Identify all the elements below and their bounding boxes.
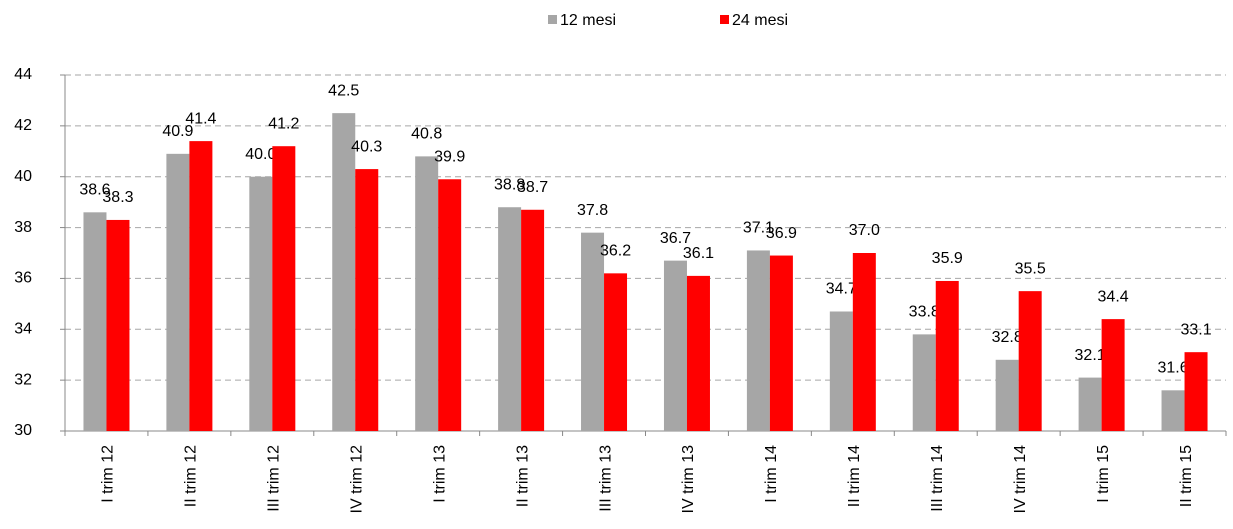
bar bbox=[189, 141, 213, 431]
bar bbox=[438, 179, 462, 431]
y-tick-label: 44 bbox=[14, 66, 32, 83]
bar bbox=[83, 212, 107, 431]
legend-label: 24 mesi bbox=[732, 12, 788, 29]
value-label: 34.7 bbox=[826, 281, 857, 298]
bar bbox=[912, 334, 936, 431]
bar bbox=[604, 273, 628, 431]
value-label: 38.7 bbox=[517, 179, 548, 196]
x-tick-label: I trim 13 bbox=[431, 445, 448, 503]
y-tick-label: 38 bbox=[14, 219, 32, 236]
value-label: 34.4 bbox=[1098, 288, 1129, 305]
bar bbox=[935, 280, 959, 431]
bar bbox=[1101, 319, 1125, 431]
bar bbox=[1184, 352, 1208, 431]
value-label: 33.8 bbox=[909, 304, 940, 321]
bar bbox=[106, 219, 130, 431]
bar bbox=[355, 169, 379, 432]
value-label: 38.6 bbox=[79, 182, 110, 199]
value-label: 36.2 bbox=[600, 243, 631, 260]
bar bbox=[663, 260, 687, 431]
value-label: 40.8 bbox=[411, 126, 442, 143]
x-tick-label: III trim 12 bbox=[266, 445, 283, 512]
x-tick-label: II trim 15 bbox=[1178, 445, 1195, 507]
x-tick-label: III trim 14 bbox=[929, 445, 946, 512]
x-tick-label: I trim 14 bbox=[763, 445, 780, 503]
value-label: 37.1 bbox=[743, 220, 774, 237]
value-label: 35.9 bbox=[932, 250, 963, 267]
value-label: 42.5 bbox=[328, 82, 359, 99]
x-tick-label: II trim 12 bbox=[183, 445, 200, 507]
y-tick-label: 34 bbox=[14, 321, 32, 338]
bar bbox=[415, 156, 439, 431]
bar bbox=[581, 232, 605, 431]
bar bbox=[829, 311, 853, 431]
value-label: 32.8 bbox=[992, 329, 1023, 346]
value-label: 37.8 bbox=[577, 202, 608, 219]
value-label: 35.5 bbox=[1015, 260, 1046, 277]
bar bbox=[1018, 291, 1042, 431]
x-tick-label: II trim 13 bbox=[514, 445, 531, 507]
y-tick-label: 30 bbox=[14, 422, 32, 439]
x-tick-label: II trim 14 bbox=[846, 445, 863, 507]
bar bbox=[746, 250, 770, 431]
value-label: 40.9 bbox=[162, 123, 193, 140]
value-label: 37.0 bbox=[849, 222, 880, 239]
value-label: 36.1 bbox=[683, 245, 714, 262]
y-tick-label: 42 bbox=[14, 117, 32, 134]
bar bbox=[521, 209, 545, 431]
value-label: 38.8 bbox=[494, 176, 525, 193]
value-label: 41.2 bbox=[268, 115, 299, 132]
value-label: 36.9 bbox=[766, 225, 797, 242]
x-tick-label: III trim 13 bbox=[597, 445, 614, 512]
bar bbox=[852, 253, 876, 431]
value-label: 38.3 bbox=[102, 189, 133, 206]
x-tick-label: IV trim 13 bbox=[680, 445, 697, 514]
bar bbox=[995, 359, 1019, 431]
bar bbox=[332, 113, 356, 432]
bar bbox=[769, 255, 793, 431]
x-tick-label: IV trim 12 bbox=[348, 445, 365, 514]
value-label: 31.6 bbox=[1157, 360, 1188, 377]
bar bbox=[166, 153, 190, 432]
y-tick-label: 36 bbox=[14, 270, 32, 287]
value-label: 40.3 bbox=[351, 138, 382, 155]
value-label: 40.0 bbox=[245, 146, 276, 163]
value-label: 36.7 bbox=[660, 230, 691, 247]
y-tick-label: 32 bbox=[14, 371, 32, 388]
value-label: 39.9 bbox=[434, 148, 465, 165]
bar bbox=[498, 207, 522, 431]
bar bbox=[1078, 377, 1102, 431]
x-tick-label: I trim 15 bbox=[1095, 445, 1112, 503]
legend-label: 12 mesi bbox=[560, 12, 616, 29]
value-label: 33.1 bbox=[1180, 321, 1211, 338]
value-label: 41.4 bbox=[185, 110, 216, 127]
legend-swatch bbox=[548, 15, 557, 24]
bar bbox=[249, 176, 273, 431]
bar bbox=[1161, 390, 1185, 431]
value-label: 32.1 bbox=[1075, 347, 1106, 364]
y-tick-label: 40 bbox=[14, 168, 32, 185]
bar bbox=[272, 146, 296, 431]
legend-swatch bbox=[720, 15, 729, 24]
x-tick-label: IV trim 14 bbox=[1012, 445, 1029, 514]
x-tick-label: I trim 12 bbox=[100, 445, 117, 503]
bar bbox=[686, 275, 710, 431]
